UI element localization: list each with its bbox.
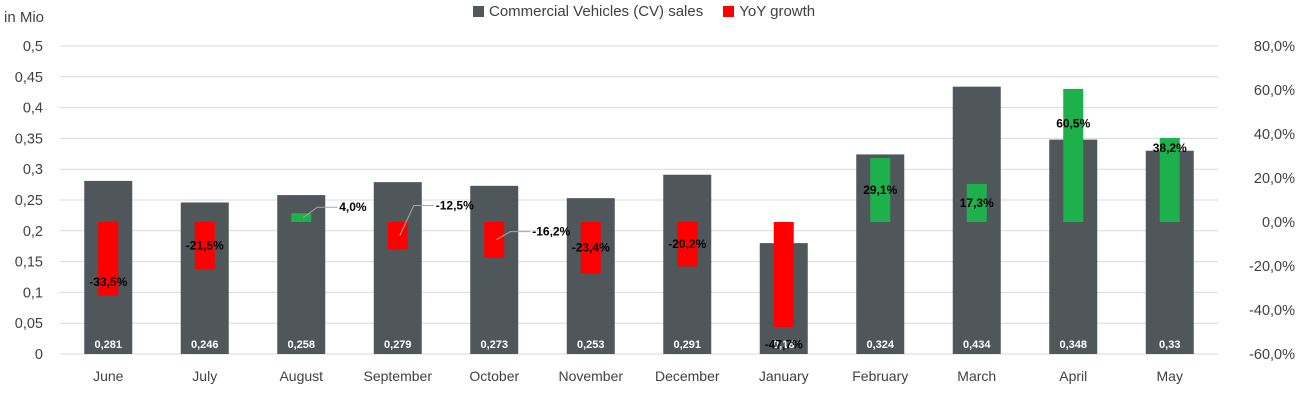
yoy-growth-bar bbox=[870, 157, 891, 222]
yoy-growth-bar bbox=[1159, 137, 1180, 222]
legend-swatch-cv-sales bbox=[473, 6, 484, 17]
x-tick-label: February bbox=[852, 368, 908, 384]
yoy-growth-data-label: -47,7% bbox=[765, 337, 803, 351]
y-left-tick-label: 0,4 bbox=[23, 101, 43, 117]
cv-sales-data-label: 0,246 bbox=[191, 339, 219, 351]
y-right-tick-label: 40,0% bbox=[1254, 127, 1295, 143]
x-tick-label: June bbox=[93, 368, 124, 384]
growth-leader-line bbox=[495, 231, 531, 241]
yoy-growth-data-label: -23,4% bbox=[572, 241, 610, 255]
growth-leader-line bbox=[302, 206, 338, 219]
x-tick-label: April bbox=[1059, 368, 1087, 384]
cv-sales-data-label: 0,253 bbox=[577, 339, 605, 351]
legend-label-cv-sales: Commercial Vehicles (CV) sales bbox=[489, 3, 704, 20]
y-axis-left-label: in Mio bbox=[4, 9, 45, 26]
yoy-growth-data-label: 29,1% bbox=[863, 183, 897, 197]
y-left-tick-label: 0,5 bbox=[23, 39, 43, 55]
x-tick-label: May bbox=[1157, 368, 1183, 384]
cv-sales-data-label: 0,434 bbox=[963, 339, 991, 351]
y-right-tick-label: -40,0% bbox=[1249, 303, 1295, 319]
yoy-growth-bar bbox=[98, 222, 119, 296]
yoy-growth-data-label: 60,5% bbox=[1056, 116, 1090, 130]
cv-sales-data-label: 0,258 bbox=[287, 339, 315, 351]
yoy-growth-data-label: -33,5% bbox=[89, 275, 127, 289]
y-left-tick-label: 0,1 bbox=[23, 285, 43, 301]
cv-sales-data-label: 0,291 bbox=[673, 339, 701, 351]
cv-sales-data-label: 0,281 bbox=[94, 339, 122, 351]
growth-leader-line bbox=[399, 205, 434, 236]
y-left-tick-label: 0,2 bbox=[23, 224, 43, 240]
yoy-growth-bar bbox=[966, 183, 987, 222]
yoy-growth-data-label: -20,2% bbox=[668, 237, 706, 251]
cv-sales-data-label: 0,273 bbox=[480, 339, 508, 351]
yoy-growth-bar bbox=[194, 222, 215, 270]
cv-sales-data-label: 0,33 bbox=[1159, 339, 1180, 351]
x-tick-label: October bbox=[469, 368, 519, 384]
cv-sales-data-label: 0,279 bbox=[384, 339, 412, 351]
yoy-growth-bar bbox=[773, 222, 794, 327]
yoy-growth-bar bbox=[580, 222, 601, 274]
y-right-tick-label: 20,0% bbox=[1254, 171, 1295, 187]
x-tick-label: December bbox=[655, 368, 720, 384]
yoy-growth-data-label: -16,2% bbox=[532, 225, 570, 239]
x-tick-label: March bbox=[957, 368, 996, 384]
y-right-tick-label: 80,0% bbox=[1254, 39, 1295, 55]
x-tick-label: September bbox=[364, 368, 433, 384]
cv-sales-bar bbox=[373, 182, 422, 354]
y-left-tick-label: 0,15 bbox=[15, 255, 43, 271]
y-left-tick-label: 0,3 bbox=[23, 162, 43, 178]
yoy-growth-bar bbox=[291, 213, 312, 222]
yoy-growth-data-label: -21,5% bbox=[186, 239, 224, 253]
x-tick-label: January bbox=[759, 368, 809, 384]
y-left-tick-label: 0,05 bbox=[15, 316, 43, 332]
x-tick-label: July bbox=[192, 368, 217, 384]
yoy-growth-data-label: 17,3% bbox=[960, 196, 994, 210]
yoy-growth-data-label: 4,0% bbox=[339, 200, 367, 214]
y-left-tick-label: 0 bbox=[35, 347, 43, 363]
cv-sales-data-label: 0,348 bbox=[1059, 339, 1087, 351]
y-right-tick-label: -60,0% bbox=[1249, 347, 1295, 363]
cv-sales-data-label: 0,18 bbox=[773, 339, 794, 351]
cv-sales-data-label: 0,324 bbox=[866, 339, 894, 351]
yoy-growth-data-label: 38,2% bbox=[1153, 141, 1187, 155]
legend-label-yoy-growth: YoY growth bbox=[739, 3, 816, 20]
yoy-growth-data-label: -12,5% bbox=[436, 199, 474, 213]
x-tick-label: November bbox=[558, 368, 623, 384]
yoy-growth-bar bbox=[677, 222, 698, 267]
y-right-tick-label: 60,0% bbox=[1254, 83, 1295, 99]
cv-sales-bar bbox=[470, 185, 519, 354]
y-left-tick-label: 0,25 bbox=[15, 193, 43, 209]
y-right-tick-label: 0,0% bbox=[1262, 215, 1295, 231]
legend-swatch-yoy-growth bbox=[723, 6, 735, 17]
y-left-tick-label: 0,45 bbox=[15, 70, 43, 86]
cv-sales-bar bbox=[566, 198, 615, 354]
yoy-growth-bar bbox=[484, 222, 505, 258]
chart-legend: Commercial Vehicles (CV) sales YoY growt… bbox=[473, 3, 835, 20]
x-tick-label: August bbox=[279, 368, 323, 384]
y-right-tick-label: -20,0% bbox=[1249, 259, 1295, 275]
y-left-tick-label: 0,35 bbox=[15, 131, 43, 147]
legend-item-cv-sales: Commercial Vehicles (CV) sales bbox=[473, 3, 703, 20]
yoy-growth-bar bbox=[1063, 88, 1084, 223]
legend-item-yoy-growth: YoY growth bbox=[723, 3, 815, 20]
